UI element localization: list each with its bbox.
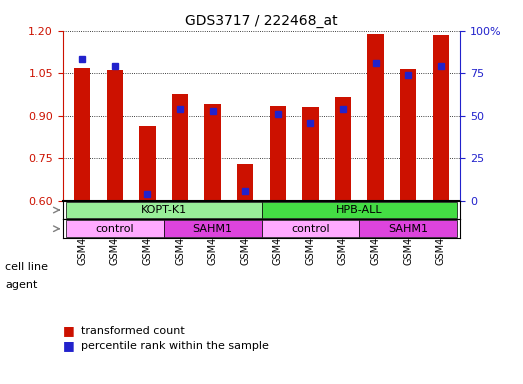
FancyBboxPatch shape xyxy=(359,220,457,237)
Title: GDS3717 / 222468_at: GDS3717 / 222468_at xyxy=(185,14,338,28)
Text: HPB-ALL: HPB-ALL xyxy=(336,205,382,215)
Bar xyxy=(107,70,123,201)
Bar xyxy=(367,33,384,201)
FancyBboxPatch shape xyxy=(262,220,359,237)
Text: KOPT-K1: KOPT-K1 xyxy=(141,205,187,215)
Text: control: control xyxy=(291,224,329,234)
FancyBboxPatch shape xyxy=(164,220,262,237)
Text: percentile rank within the sample: percentile rank within the sample xyxy=(81,341,269,351)
Bar xyxy=(172,94,188,201)
Bar xyxy=(400,69,416,201)
Text: SAHM1: SAHM1 xyxy=(192,224,233,234)
Bar xyxy=(335,97,351,201)
Bar xyxy=(270,106,286,201)
Text: ■: ■ xyxy=(63,339,74,353)
FancyBboxPatch shape xyxy=(262,202,457,218)
Bar xyxy=(74,68,90,201)
Text: agent: agent xyxy=(5,280,38,290)
FancyBboxPatch shape xyxy=(66,202,262,218)
Bar xyxy=(433,35,449,201)
Bar xyxy=(204,104,221,201)
FancyBboxPatch shape xyxy=(66,220,164,237)
Text: control: control xyxy=(96,224,134,234)
Text: ■: ■ xyxy=(63,324,74,337)
Bar xyxy=(302,107,319,201)
Bar xyxy=(237,164,253,201)
Bar xyxy=(139,126,156,201)
Text: transformed count: transformed count xyxy=(81,326,185,336)
Text: SAHM1: SAHM1 xyxy=(388,224,428,234)
Text: cell line: cell line xyxy=(5,262,48,272)
